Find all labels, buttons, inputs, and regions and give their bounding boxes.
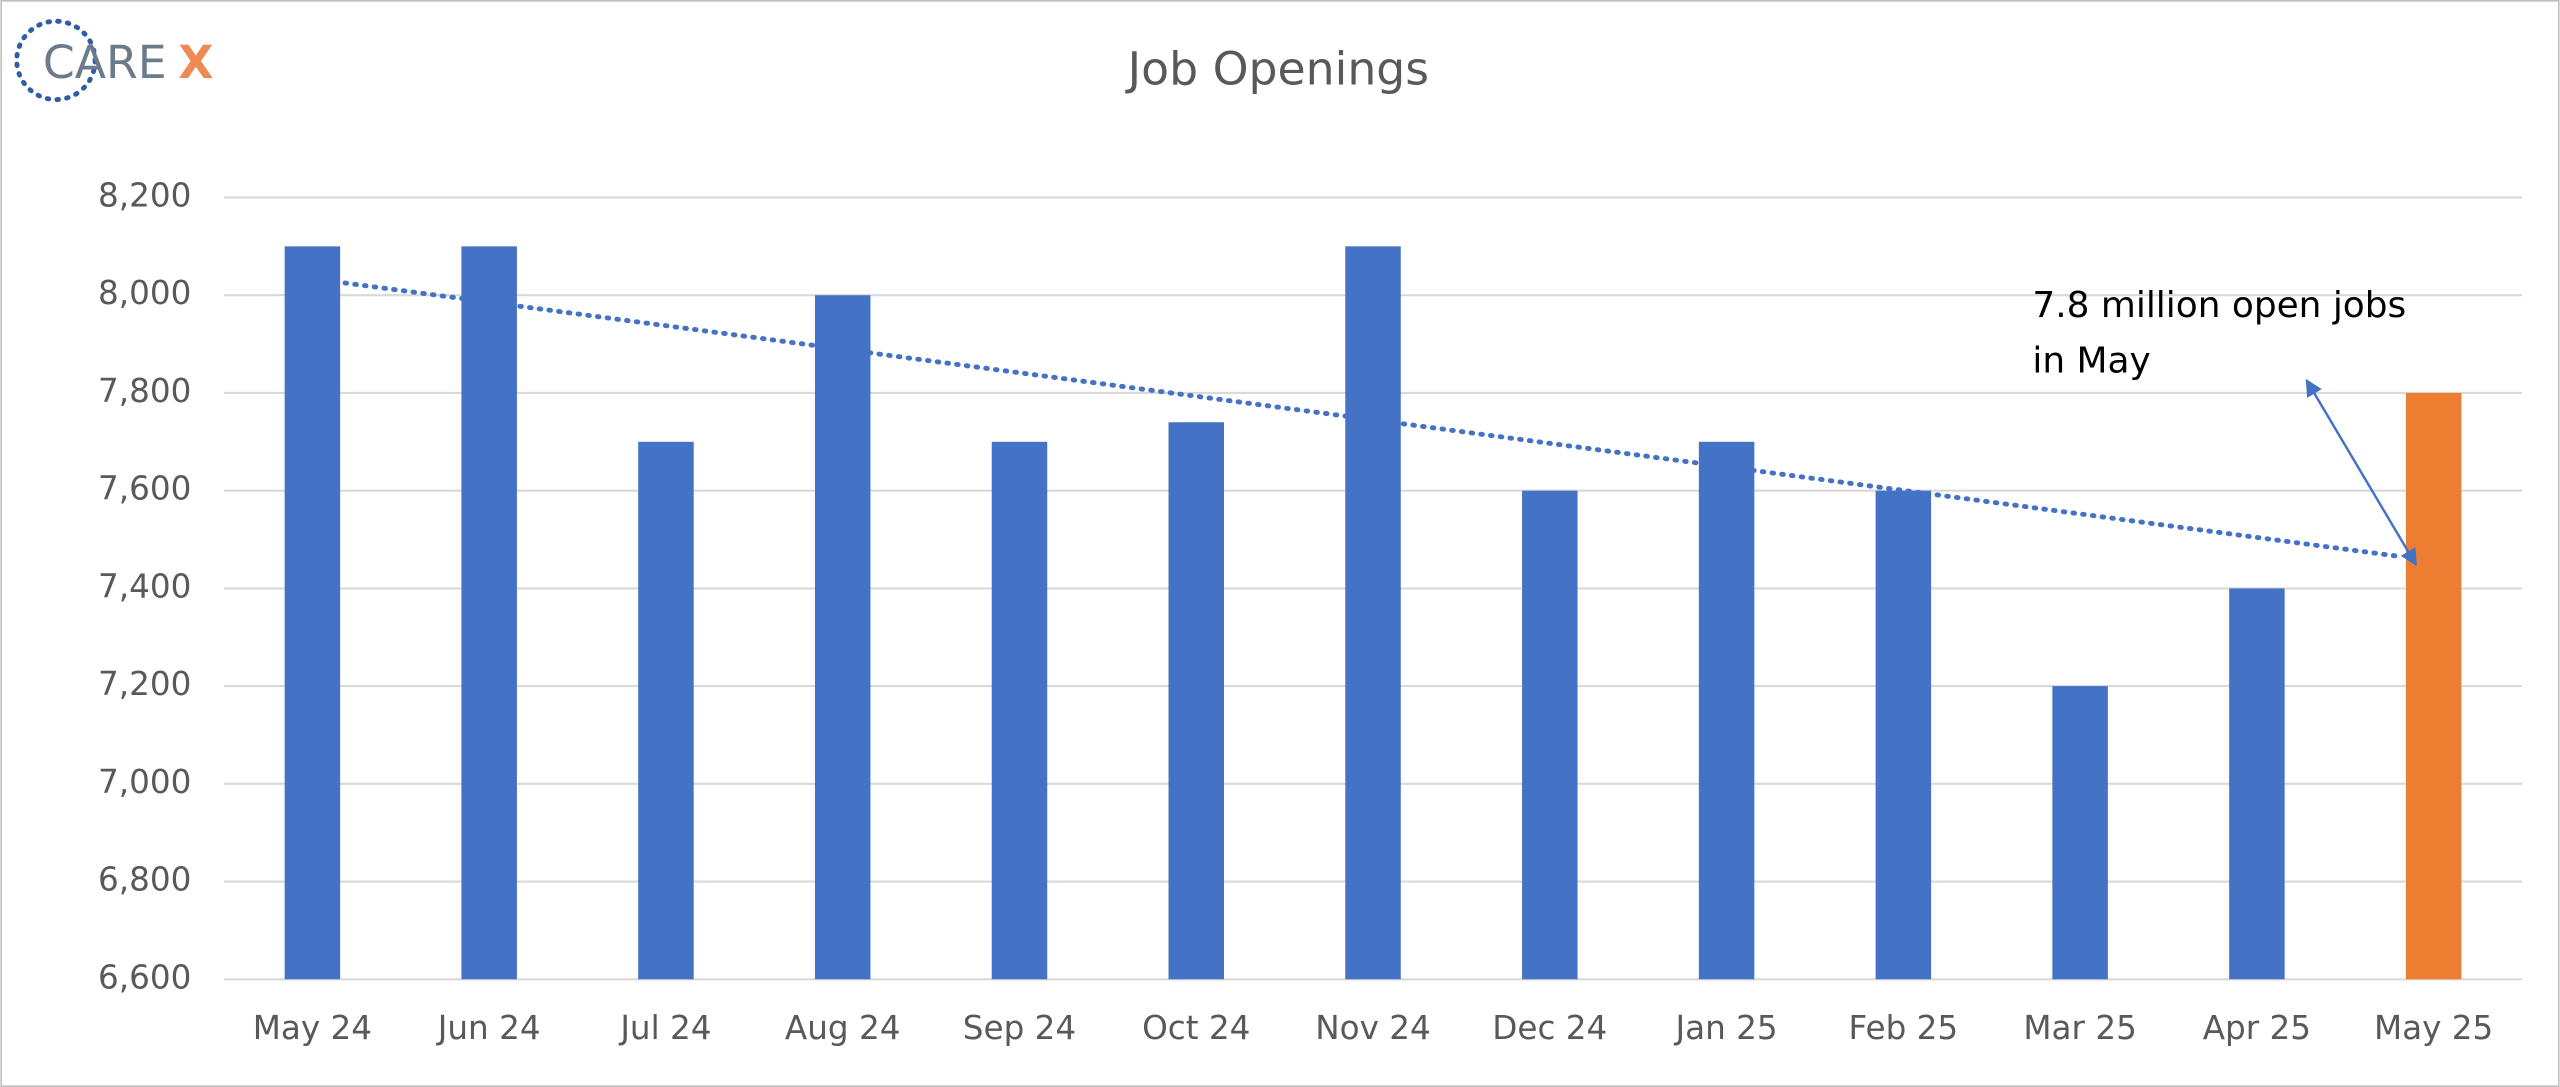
x-tick-label: May 25: [2374, 1009, 2493, 1047]
y-tick-label: 8,000: [98, 274, 191, 312]
bar: [2229, 588, 2285, 980]
x-tick-label: Jul 24: [618, 1009, 711, 1047]
bar: [2052, 686, 2108, 980]
logo-ring: [14, 18, 98, 103]
bar: [1345, 246, 1401, 980]
y-tick-label: 7,600: [98, 470, 191, 508]
trendline: [342, 280, 2404, 560]
x-tick-label: Apr 25: [2203, 1009, 2311, 1047]
y-tick-label: 6,800: [98, 861, 191, 899]
bar: [284, 246, 341, 980]
bar: [2405, 392, 2462, 980]
x-tick-label: Jan 25: [1673, 1009, 1777, 1047]
logo-x: X: [178, 36, 213, 89]
x-tick-label: Mar 25: [2023, 1009, 2136, 1047]
y-tick-label: 7,200: [98, 665, 191, 703]
bar: [461, 246, 517, 980]
x-tick-label: May 24: [253, 1009, 372, 1047]
chart-title: Job Openings: [1125, 42, 1429, 95]
y-tick-label: 8,200: [98, 176, 191, 214]
logo-text: CARE: [43, 36, 167, 89]
x-tick-label: Aug 24: [785, 1009, 901, 1047]
bar: [1522, 490, 1578, 980]
x-tick-label: Nov 24: [1315, 1009, 1431, 1047]
annotation-arrow: [2305, 378, 2418, 567]
bar: [1168, 422, 1225, 980]
bar: [1875, 490, 1932, 980]
x-tick-label: Oct 24: [1142, 1009, 1250, 1047]
bar: [1698, 441, 1755, 980]
x-tick-label: Jun 24: [436, 1009, 541, 1047]
x-tick-label: Dec 24: [1492, 1009, 1607, 1047]
annotation: in May: [2032, 340, 2150, 381]
bar: [991, 441, 1048, 980]
x-tick-label: Feb 25: [1849, 1009, 1959, 1047]
bar: [638, 441, 694, 980]
x-tick-label: Sep 24: [963, 1009, 1076, 1047]
y-tick-label: 7,400: [98, 567, 191, 605]
y-tick-label: 7,800: [98, 372, 191, 410]
bar: [814, 295, 871, 980]
y-tick-label: 7,000: [98, 763, 191, 801]
annotation: 7.8 million open jobs: [2032, 285, 2406, 326]
y-tick-label: 6,600: [98, 958, 191, 996]
